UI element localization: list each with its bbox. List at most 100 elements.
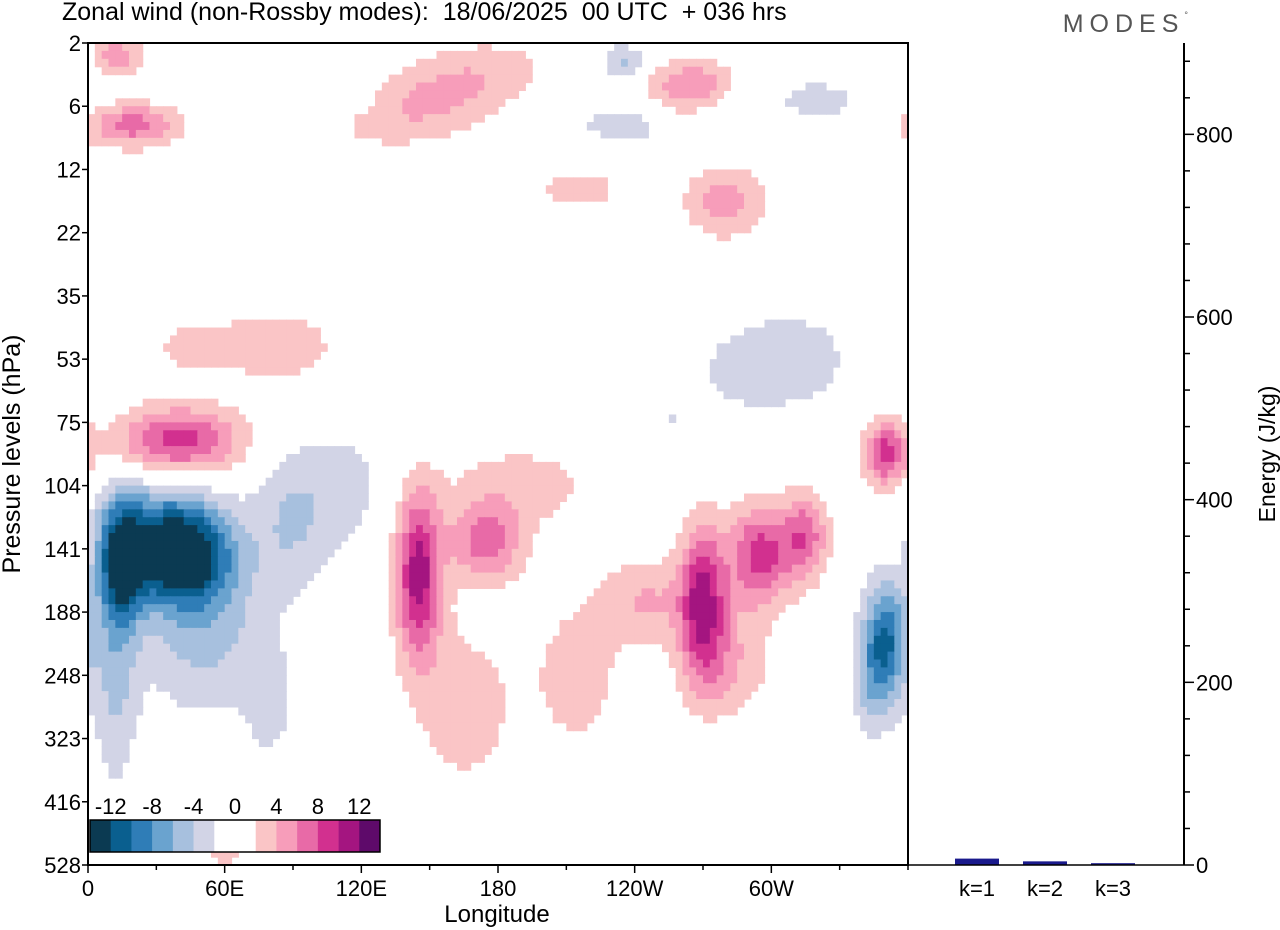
y-tick-label: 323 <box>44 727 81 752</box>
heatmap-cell <box>409 556 417 566</box>
heatmap-cell <box>880 627 889 637</box>
heatmap-cell <box>709 224 718 234</box>
heatmap-cell <box>252 691 260 700</box>
heatmap-cell <box>887 461 895 471</box>
heatmap-cell <box>682 580 690 589</box>
heatmap-cell <box>217 612 226 621</box>
heatmap-cell <box>675 548 684 558</box>
heatmap-cell <box>156 493 164 503</box>
heatmap-cell <box>265 501 274 510</box>
heatmap-cell <box>737 359 745 368</box>
heatmap-cell <box>880 706 889 716</box>
heatmap-cell <box>190 461 198 471</box>
heatmap-cell <box>791 493 800 503</box>
heatmap-cell <box>204 533 212 542</box>
heatmap-cell <box>853 706 861 716</box>
heatmap-cell <box>252 343 260 352</box>
heatmap-cell <box>805 501 813 510</box>
heatmap-cell <box>265 604 274 613</box>
heatmap-cell <box>135 580 144 589</box>
heatmap-cell <box>723 643 731 653</box>
heatmap-cell <box>737 169 745 178</box>
heatmap-cell <box>655 627 663 637</box>
heatmap-cell <box>593 651 602 661</box>
heatmap-cell <box>156 438 164 447</box>
heatmap-cell <box>422 540 431 550</box>
heatmap-cell <box>662 66 670 76</box>
heatmap-cell <box>409 675 417 684</box>
heatmap-cell <box>819 509 827 518</box>
heatmap-cell <box>252 351 260 360</box>
heatmap-cell <box>716 382 725 392</box>
heatmap-cell <box>197 446 205 455</box>
heatmap-cell <box>156 509 164 518</box>
heatmap-cell <box>163 137 171 147</box>
heatmap-cell <box>580 177 588 186</box>
heatmap-cell <box>443 533 451 542</box>
heatmap-cell <box>108 643 116 653</box>
heatmap-cell <box>450 66 458 76</box>
heatmap-cell <box>771 548 779 558</box>
heatmap-cell <box>627 129 636 139</box>
heatmap-cell <box>593 596 602 605</box>
heatmap-cell <box>703 208 711 218</box>
heatmap-cell <box>190 398 198 408</box>
heatmap-cell <box>190 667 198 676</box>
heatmap-cell <box>176 675 185 684</box>
heatmap-cell <box>873 659 882 668</box>
heatmap-cell <box>108 762 116 771</box>
heatmap-cell <box>409 548 417 558</box>
heatmap-cell <box>252 643 260 653</box>
colorbar-tick-label: 4 <box>270 794 282 819</box>
heatmap-cell <box>436 675 444 684</box>
heatmap-cell <box>258 485 267 495</box>
heatmap-cell <box>204 651 212 661</box>
heatmap-cell <box>477 730 485 740</box>
heatmap-cell <box>183 454 192 463</box>
heatmap-cell <box>744 390 752 400</box>
heatmap-cell <box>286 351 294 360</box>
heatmap-cell <box>812 572 820 582</box>
heatmap-cell <box>122 643 130 653</box>
heatmap-cell <box>867 572 875 582</box>
heatmap-cell <box>142 556 151 566</box>
heatmap-cell <box>204 446 212 455</box>
heatmap-cell <box>771 533 779 542</box>
heatmap-cell <box>416 675 424 684</box>
heatmap-cell <box>668 580 677 589</box>
heatmap-cell <box>306 335 315 344</box>
heatmap-cell <box>395 122 403 131</box>
heatmap-cell <box>197 509 205 518</box>
heatmap-cell <box>122 580 130 589</box>
heatmap-cell <box>689 193 697 202</box>
heatmap-cell <box>443 485 451 495</box>
heatmap-cell <box>252 319 260 329</box>
heatmap-cell <box>457 74 465 84</box>
heatmap-cell <box>170 343 178 352</box>
heatmap-cell <box>682 201 690 210</box>
heatmap-cell <box>771 327 779 337</box>
heatmap-cell <box>696 667 704 676</box>
heatmap-cell <box>238 667 246 676</box>
heatmap-cell <box>272 367 280 376</box>
heatmap-cell <box>826 548 834 558</box>
heatmap-cell <box>819 98 827 107</box>
heatmap-cell <box>764 327 772 337</box>
heatmap-cell <box>101 509 110 518</box>
heatmap-cell <box>422 509 431 518</box>
heatmap-cell <box>238 699 246 708</box>
heatmap-cell <box>402 612 410 621</box>
heatmap-cell <box>785 580 793 589</box>
heatmap-cell <box>764 619 772 629</box>
heatmap-cell <box>621 50 629 60</box>
heatmap-cell <box>600 627 608 637</box>
heatmap-cell <box>744 509 752 518</box>
heatmap-cell <box>593 683 602 692</box>
heatmap-cell <box>183 509 192 518</box>
heatmap-cell <box>217 422 226 431</box>
heatmap-cell <box>170 596 178 605</box>
heatmap-cell <box>436 572 444 582</box>
heatmap-cell <box>217 572 226 582</box>
heatmap-cell <box>436 485 444 495</box>
heatmap-cell <box>429 730 438 740</box>
